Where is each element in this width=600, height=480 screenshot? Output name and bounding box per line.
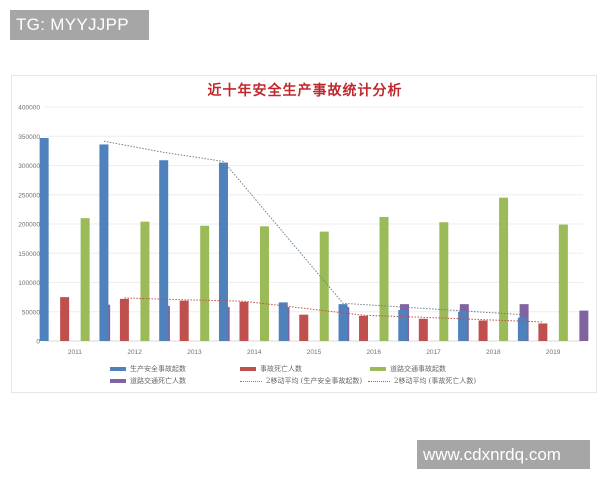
x-tick-label: 2013 [187, 349, 202, 356]
legend-label: 2移动平均 (生产安全事故起数) [266, 377, 363, 385]
bar [478, 320, 488, 341]
legend-swatch-blue [110, 367, 126, 371]
y-tick-label: 0 [36, 339, 40, 346]
bar [379, 216, 389, 341]
bar [517, 317, 527, 341]
y-tick-label: 200000 [18, 222, 40, 229]
x-tick-label: 2016 [367, 349, 382, 356]
legend-item-moving-avg-deaths: 2移动平均 (事故死亡人数) [368, 376, 476, 386]
watermark-bottom-right: www.cdxnrdq.com [417, 440, 590, 469]
legend-item-moving-avg-production: 2移动平均 (生产安全事故起数) [240, 376, 362, 386]
bar [359, 315, 369, 341]
y-tick-label: 150000 [18, 251, 40, 258]
bar [80, 218, 90, 341]
y-tick-label: 350000 [18, 134, 40, 141]
y-tick-label: 50000 [22, 309, 40, 316]
bar [278, 302, 288, 341]
x-tick-label: 2019 [546, 349, 561, 356]
legend-item-road-accidents: 道路交通事故起数 [370, 364, 446, 374]
bar-series [39, 138, 589, 341]
bar [398, 309, 408, 341]
legend-label: 事故死亡人数 [260, 365, 302, 373]
bar [338, 304, 348, 341]
bar [418, 318, 428, 341]
bar [200, 225, 210, 341]
bar [218, 162, 228, 341]
legend-swatch-green [370, 367, 386, 371]
bar [99, 144, 109, 341]
bar [499, 197, 509, 341]
legend: 生产安全事故起数 事故死亡人数 道路交通事故起数 道路交通死亡人数 2移动平均 … [100, 362, 520, 390]
x-tick-label: 2014 [247, 349, 262, 356]
legend-label: 道路交通事故起数 [390, 365, 446, 373]
legend-swatch-red [240, 367, 256, 371]
legend-dotted-line-icon [240, 380, 262, 382]
x-axis-ticks: 2011 2012 2013 2014 2015 2016 2017 2018 2019 [68, 349, 561, 356]
bar [319, 231, 329, 341]
x-tick-label: 2017 [426, 349, 441, 356]
bar [259, 226, 269, 341]
gridlines [45, 106, 583, 342]
chart-title: 近十年安全生产事故统计分析 [207, 83, 403, 99]
y-tick-label: 400000 [18, 105, 40, 112]
bar [558, 224, 568, 341]
bar [119, 298, 129, 341]
bar [39, 138, 49, 341]
bar [579, 310, 589, 341]
x-tick-label: 2018 [486, 349, 501, 356]
watermark-top-left: TG: MYYJJPP [10, 10, 149, 40]
legend-label: 2移动平均 (事故死亡人数) [394, 377, 477, 385]
y-axis-ticks: 0 50000 100000 150000 200000 250000 300000 3500… [18, 105, 40, 346]
y-tick-label: 250000 [18, 192, 40, 199]
bar [140, 221, 150, 341]
x-tick-label: 2011 [68, 349, 82, 356]
x-tick-label: 2012 [127, 349, 142, 356]
legend-item-production-accidents: 生产安全事故起数 [110, 364, 186, 374]
legend-swatch-purple [110, 379, 126, 383]
trendlines [103, 140, 543, 323]
legend-label: 生产安全事故起数 [130, 365, 186, 373]
y-tick-label: 100000 [18, 280, 40, 287]
bar [60, 297, 70, 341]
bar [179, 300, 189, 341]
bar [299, 314, 309, 341]
legend-item-road-deaths: 道路交通死亡人数 [110, 376, 186, 386]
bar [439, 222, 449, 341]
trendline [124, 297, 543, 323]
bar [458, 311, 468, 341]
bar [538, 323, 548, 341]
legend-label: 道路交通死亡人数 [130, 377, 186, 385]
x-tick-label: 2015 [307, 349, 322, 356]
legend-item-accident-deaths: 事故死亡人数 [240, 364, 302, 374]
bar [159, 160, 169, 341]
bar [239, 301, 249, 341]
legend-dotted-line-icon [368, 380, 390, 382]
y-tick-label: 300000 [18, 163, 40, 170]
